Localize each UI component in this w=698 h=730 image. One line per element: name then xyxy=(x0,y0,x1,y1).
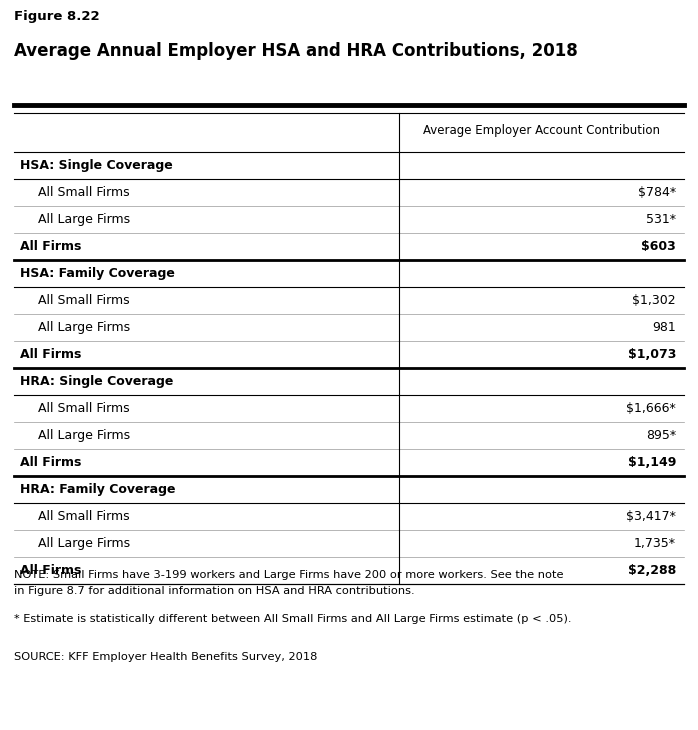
Text: All Small Firms: All Small Firms xyxy=(38,510,130,523)
Text: All Firms: All Firms xyxy=(20,348,82,361)
Text: All Large Firms: All Large Firms xyxy=(38,429,130,442)
Text: $1,302: $1,302 xyxy=(632,294,676,307)
Text: 1,735*: 1,735* xyxy=(634,537,676,550)
Text: * Estimate is statistically different between All Small Firms and All Large Firm: * Estimate is statistically different be… xyxy=(14,614,572,624)
Text: Average Annual Employer HSA and HRA Contributions, 2018: Average Annual Employer HSA and HRA Cont… xyxy=(14,42,578,60)
Text: Figure 8.22: Figure 8.22 xyxy=(14,10,100,23)
Text: HSA: Family Coverage: HSA: Family Coverage xyxy=(20,267,175,280)
Text: $1,666*: $1,666* xyxy=(626,402,676,415)
Text: HSA: Single Coverage: HSA: Single Coverage xyxy=(20,159,172,172)
Text: All Large Firms: All Large Firms xyxy=(38,321,130,334)
Text: 981: 981 xyxy=(652,321,676,334)
Text: $603: $603 xyxy=(641,240,676,253)
Text: All Large Firms: All Large Firms xyxy=(38,537,130,550)
Text: HRA: Single Coverage: HRA: Single Coverage xyxy=(20,375,173,388)
Text: $784*: $784* xyxy=(638,186,676,199)
Text: HRA: Family Coverage: HRA: Family Coverage xyxy=(20,483,175,496)
Text: All Firms: All Firms xyxy=(20,240,82,253)
Text: All Small Firms: All Small Firms xyxy=(38,186,130,199)
Text: All Small Firms: All Small Firms xyxy=(38,402,130,415)
Text: All Large Firms: All Large Firms xyxy=(38,213,130,226)
Text: All Firms: All Firms xyxy=(20,456,82,469)
Text: NOTE: Small Firms have 3-199 workers and Large Firms have 200 or more workers. S: NOTE: Small Firms have 3-199 workers and… xyxy=(14,570,563,580)
Text: SOURCE: KFF Employer Health Benefits Survey, 2018: SOURCE: KFF Employer Health Benefits Sur… xyxy=(14,652,318,662)
Text: $2,288: $2,288 xyxy=(628,564,676,577)
Text: Average Employer Account Contribution: Average Employer Account Contribution xyxy=(423,124,660,137)
Text: $1,073: $1,073 xyxy=(628,348,676,361)
Text: All Small Firms: All Small Firms xyxy=(38,294,130,307)
Text: $3,417*: $3,417* xyxy=(626,510,676,523)
Text: All Firms: All Firms xyxy=(20,564,82,577)
Text: 895*: 895* xyxy=(646,429,676,442)
Text: $1,149: $1,149 xyxy=(628,456,676,469)
Text: in Figure 8.7 for additional information on HSA and HRA contributions.: in Figure 8.7 for additional information… xyxy=(14,586,415,596)
Text: 531*: 531* xyxy=(646,213,676,226)
